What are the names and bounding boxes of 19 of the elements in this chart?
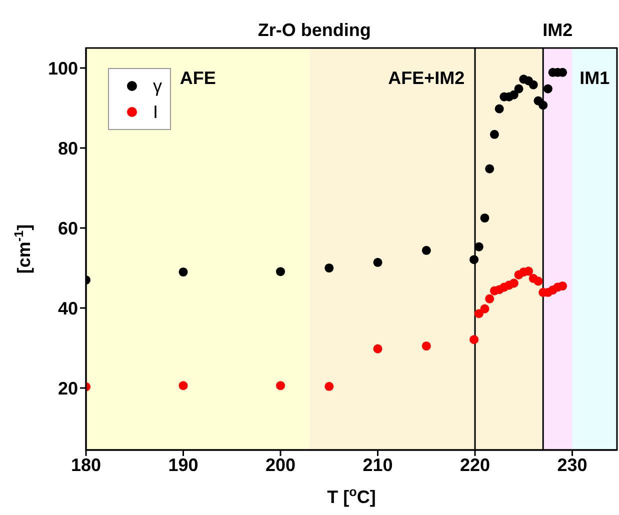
x-tick-label: 220: [460, 454, 490, 475]
band-label: IM2: [542, 20, 573, 40]
x-tick-label: 210: [362, 454, 393, 475]
y-tick-label: 100: [48, 58, 78, 78]
x-axis-title: T [$^{o}$C]: [327, 485, 376, 507]
legend-label: I: [153, 101, 158, 124]
x-tick-label: 180: [70, 454, 102, 475]
legend-label: γ: [153, 75, 162, 98]
band-label: AFE+IM2: [388, 68, 465, 88]
y-tick-label: 60: [58, 218, 78, 238]
band-label: IM1: [580, 68, 610, 88]
x-tick-label: 230: [557, 454, 588, 475]
x-tick-label: 200: [265, 454, 296, 475]
band-label: AFE: [180, 68, 216, 88]
chart-title: Zr-O bending: [258, 20, 371, 40]
y-tick-label: 40: [58, 298, 78, 318]
y-tick-label: 20: [58, 378, 78, 398]
x-tick-label: 190: [168, 454, 198, 475]
y-tick-label: 80: [58, 138, 78, 158]
